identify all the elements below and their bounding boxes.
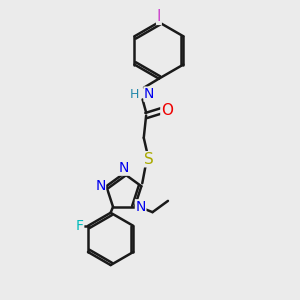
Text: N: N bbox=[135, 200, 146, 214]
Text: O: O bbox=[161, 103, 173, 118]
Text: N: N bbox=[144, 87, 154, 101]
Text: N: N bbox=[95, 179, 106, 193]
Text: I: I bbox=[157, 9, 161, 24]
Text: N: N bbox=[119, 161, 129, 175]
Text: H: H bbox=[130, 88, 140, 100]
Text: S: S bbox=[144, 152, 154, 167]
Text: F: F bbox=[76, 219, 84, 233]
